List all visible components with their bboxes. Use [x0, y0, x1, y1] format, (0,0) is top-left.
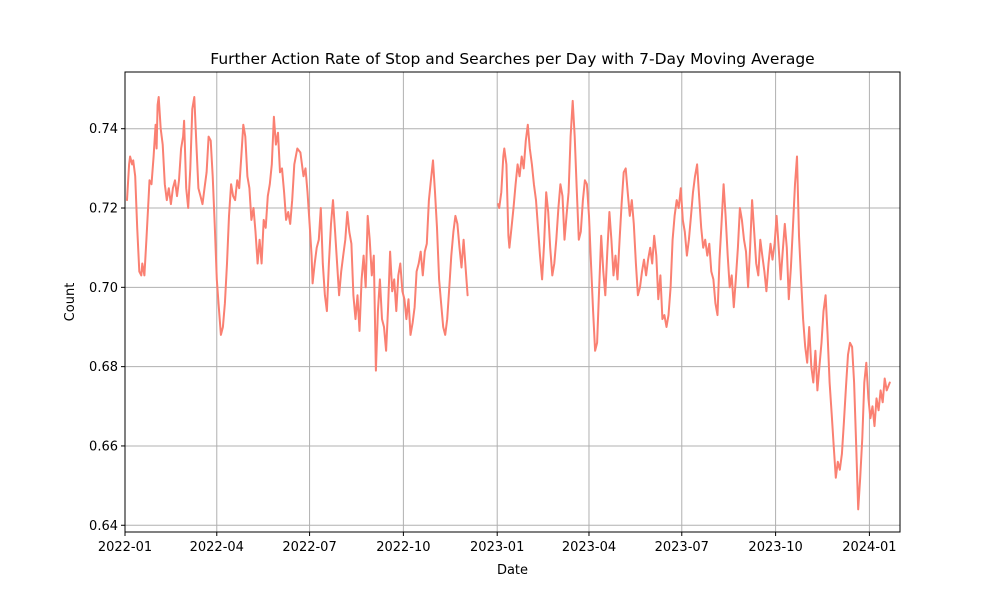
x-tick-label: 2022-01 — [98, 540, 152, 555]
x-axis-label: Date — [497, 563, 528, 578]
y-tick-label: 0.72 — [89, 202, 118, 217]
y-tick-label: 0.66 — [89, 439, 118, 454]
y-tick-label: 0.70 — [89, 281, 118, 296]
x-tick-label: 2024-01 — [842, 540, 896, 555]
x-tick-label: 2022-04 — [190, 540, 244, 555]
axis-ticks: 2022-01 2022-04 2022-07 2022-10 2023-01 2023-… — [89, 122, 897, 555]
x-tick-label: 2023-07 — [655, 540, 709, 555]
series-lines — [126, 96, 891, 511]
chart-title: Further Action Rate of Stop and Searches… — [210, 50, 814, 68]
y-tick-label: 0.74 — [89, 122, 118, 137]
x-tick-label: 2023-10 — [748, 540, 802, 555]
y-tick-label: 0.68 — [89, 360, 118, 375]
x-tick-label: 2023-01 — [470, 540, 524, 555]
series-line — [126, 96, 469, 372]
y-axis-label: Count — [63, 283, 78, 322]
x-tick-label: 2023-04 — [562, 540, 616, 555]
x-tick-label: 2022-10 — [376, 540, 430, 555]
y-tick-label: 0.64 — [89, 519, 118, 534]
series-line — [497, 99, 891, 511]
plot-frame — [124, 71, 901, 533]
x-tick-label: 2022-07 — [282, 540, 336, 555]
